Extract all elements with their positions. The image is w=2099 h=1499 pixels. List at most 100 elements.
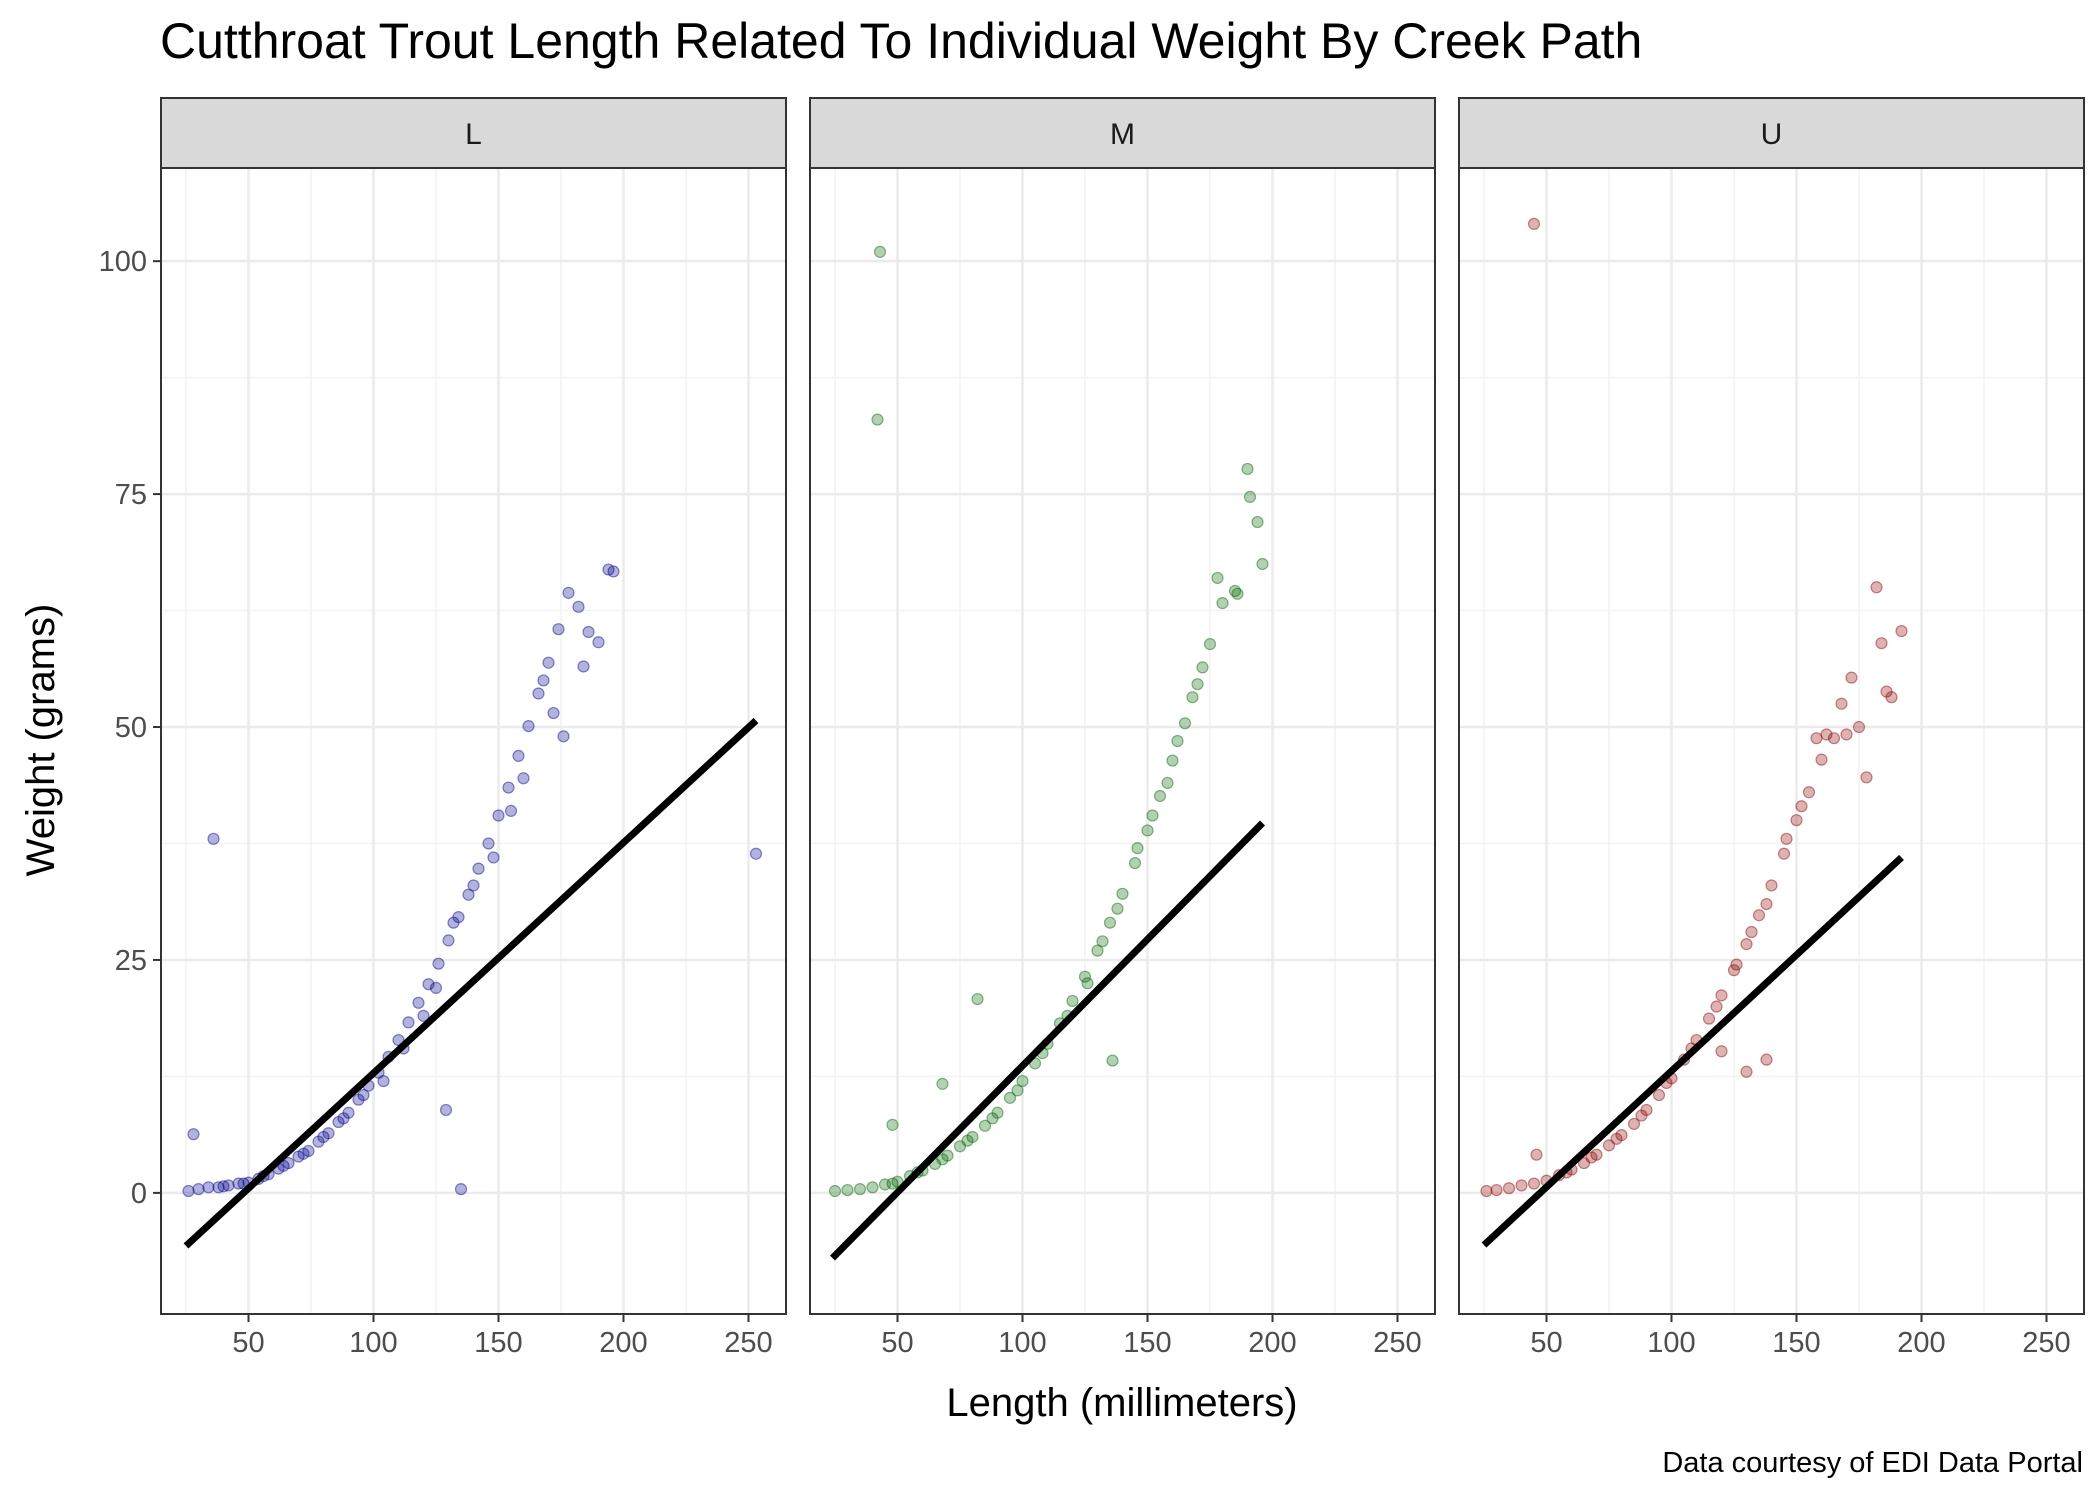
data-point (1141, 824, 1154, 837)
data-point (1740, 938, 1753, 951)
data-point (467, 879, 480, 892)
data-point (1870, 581, 1883, 594)
data-point (547, 706, 560, 720)
panel-border (160, 167, 787, 1315)
caption: Data courtesy of EDI Data Portal (1662, 1447, 2083, 1479)
data-point (337, 1112, 350, 1125)
data-point (297, 1147, 310, 1160)
data-point (1003, 1091, 1017, 1104)
data-point (222, 1179, 235, 1192)
data-point (1815, 753, 1828, 766)
data-point (1186, 691, 1199, 704)
facets-group: L 50 100 150 200 250 M 50 100 150 200 250 U 50 100 150 2… (160, 97, 2085, 1359)
data-point (1166, 754, 1179, 767)
data-point (1527, 217, 1541, 231)
data-point (1715, 989, 1728, 1002)
data-point (452, 910, 465, 924)
data-point (866, 1181, 879, 1194)
data-point (841, 1183, 854, 1197)
data-point (1131, 842, 1144, 855)
data-point (1845, 671, 1858, 684)
x-tick-label: 200 (1897, 1327, 1945, 1359)
data-point (232, 1177, 245, 1190)
trend-line (830, 820, 1265, 1261)
data-point (853, 1183, 867, 1196)
data-point (1752, 909, 1766, 922)
data-point (1191, 678, 1204, 691)
data-point (322, 1127, 335, 1140)
data-point (202, 1181, 215, 1194)
data-point (212, 1181, 225, 1194)
data-point (292, 1150, 305, 1163)
data-point (1111, 902, 1124, 915)
data-point (1627, 1117, 1641, 1131)
data-point (971, 992, 984, 1006)
facet-strip-label: M (1110, 118, 1135, 151)
data-point (873, 245, 887, 258)
facet-strip (809, 97, 1436, 169)
data-point (422, 978, 435, 991)
panel-border (809, 167, 1436, 1315)
data-point (1820, 728, 1833, 741)
x-axis-label: Length (millimeters) (946, 1381, 1297, 1425)
data-point (1203, 638, 1217, 651)
data-point (1702, 1012, 1716, 1025)
data-point (512, 749, 525, 763)
data-point (1615, 1129, 1628, 1142)
data-point (582, 625, 595, 639)
data-point (891, 1175, 904, 1188)
y-tick-label: 0 (131, 1178, 147, 1210)
data-point (1760, 1053, 1773, 1066)
data-point (207, 832, 220, 845)
data-point (402, 1016, 415, 1029)
panel-border (1458, 167, 2085, 1315)
y-tick-label: 50 (115, 712, 147, 744)
data-point (492, 809, 505, 822)
data-point (1251, 515, 1264, 529)
data-point (217, 1180, 230, 1193)
data-point (1577, 1156, 1591, 1170)
x-tick-label: 50 (232, 1327, 264, 1359)
x-tick-label: 250 (2022, 1327, 2070, 1359)
data-point (602, 563, 615, 576)
data-point (1480, 1184, 1493, 1198)
data-point (1790, 814, 1803, 827)
data-point (1602, 1139, 1616, 1152)
data-point (1078, 970, 1092, 983)
data-point (447, 916, 460, 929)
data-point (1802, 786, 1816, 799)
data-point (1852, 720, 1866, 734)
data-point (1153, 789, 1167, 803)
data-point (439, 1103, 453, 1117)
data-point (1116, 887, 1129, 900)
data-point (557, 730, 570, 743)
data-point (537, 674, 550, 687)
data-point (1880, 685, 1893, 698)
data-point (502, 781, 515, 794)
data-point (941, 1149, 954, 1162)
data-point (342, 1106, 355, 1119)
data-point (1228, 584, 1242, 598)
data-point (1810, 732, 1823, 745)
data-point (1835, 697, 1848, 710)
trend-line (183, 717, 759, 1249)
data-point (572, 600, 585, 613)
x-tick-label: 200 (1248, 1327, 1296, 1359)
data-point (332, 1115, 345, 1129)
data-point (1710, 1000, 1723, 1013)
facet-L: L 50 100 150 200 250 (160, 97, 787, 1359)
data-point (1610, 1132, 1623, 1145)
data-point (1502, 1182, 1516, 1195)
data-point (412, 996, 425, 1009)
data-point (991, 1106, 1004, 1119)
x-tick-label: 100 (998, 1327, 1046, 1359)
data-point (1490, 1183, 1503, 1197)
data-point (432, 957, 445, 970)
data-point (1860, 771, 1873, 784)
data-point (442, 934, 455, 947)
data-point (1530, 1148, 1543, 1161)
data-point (552, 623, 565, 636)
data-point (1895, 624, 1908, 638)
facet-U: U 50 100 150 200 250 (1458, 97, 2085, 1359)
